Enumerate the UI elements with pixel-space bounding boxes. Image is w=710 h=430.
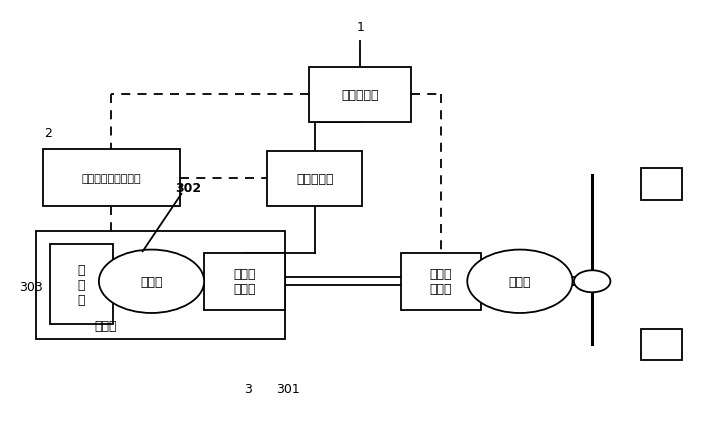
Bar [204, 253, 285, 310]
Bar [267, 152, 362, 206]
Text: 发
动
机: 发 动 机 [77, 263, 85, 306]
Circle shape [574, 270, 611, 292]
Text: 整车控制器: 整车控制器 [342, 88, 379, 101]
Text: 301: 301 [276, 382, 300, 395]
Text: 2: 2 [44, 126, 52, 139]
Text: 发电机: 发电机 [141, 275, 163, 288]
Text: 发电机
控制器: 发电机 控制器 [234, 267, 256, 295]
Text: 303: 303 [19, 280, 43, 293]
Text: 冷启动配合控制单元: 冷启动配合控制单元 [82, 173, 141, 183]
Bar [641, 169, 682, 200]
Bar [400, 253, 481, 310]
Text: 3: 3 [244, 382, 252, 395]
Text: 增程器: 增程器 [94, 319, 117, 332]
Text: 1: 1 [356, 21, 364, 34]
Text: 302: 302 [175, 181, 201, 194]
Text: 电动机
控制器: 电动机 控制器 [430, 267, 452, 295]
Bar [310, 68, 411, 122]
Bar [641, 329, 682, 360]
Bar [43, 150, 180, 206]
Bar [36, 232, 285, 339]
Circle shape [467, 250, 572, 313]
Text: 动力蓄电池: 动力蓄电池 [296, 173, 334, 186]
Text: 电动机: 电动机 [508, 275, 531, 288]
Circle shape [99, 250, 204, 313]
Bar [50, 245, 113, 325]
